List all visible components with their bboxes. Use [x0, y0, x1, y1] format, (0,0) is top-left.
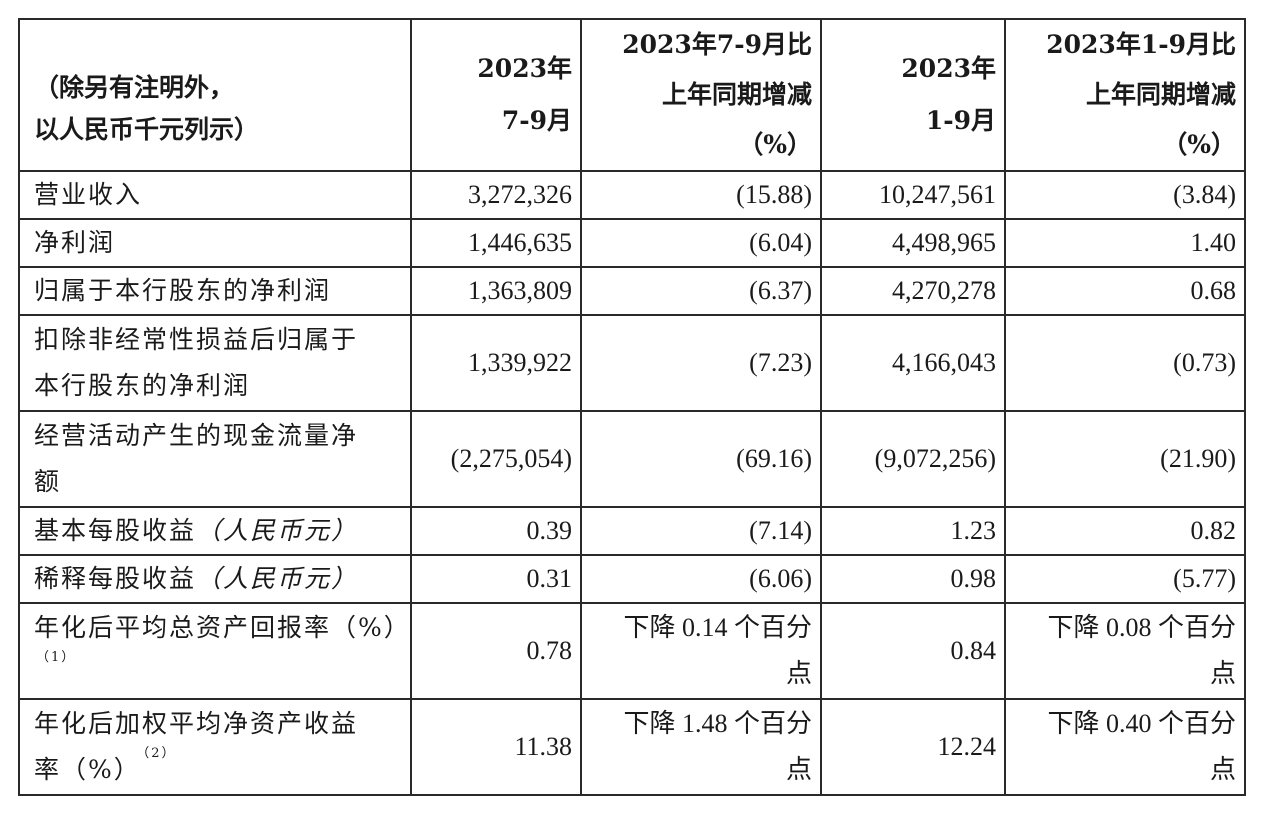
row-label-line2: 本行股东的净利润 [34, 371, 251, 400]
ytd-change: (5.77) [1004, 554, 1246, 604]
row-label-unit: （人民币元） [196, 516, 359, 545]
ytd-change: (3.84) [1004, 170, 1246, 220]
q3-value: 11.38 [410, 698, 582, 796]
table-row: 扣除非经常性损益后归属于 本行股东的净利润 1,339,922 (7.23) 4… [18, 314, 1246, 412]
footnote-marker: （2） [142, 746, 177, 761]
row-label: 年化后加权平均净资产收益 率（%）（2） [18, 698, 412, 796]
q3-change-line1: 下降 1.48 个百分 [623, 709, 812, 738]
header-ytd-change: 2023年1-9月比 上年同期增减 （%） [1004, 18, 1246, 172]
q3-value: 0.39 [410, 506, 582, 556]
header-q3-period: 7-9月 [501, 106, 572, 135]
header-ytd: 2023年 1-9月 [820, 18, 1006, 172]
ytd-value: 4,270,278 [820, 266, 1006, 316]
footnote-marker: （1） [36, 650, 77, 665]
q3-change: 下降 1.48 个百分 点 [580, 698, 822, 796]
row-label: 净利润 [18, 218, 412, 268]
financial-summary-table: （除另有注明外， 以人民币千元列示） 2023年 7-9月 2023年7-9月比… [18, 18, 1246, 796]
table-row: 稀释每股收益（人民币元） 0.31 (6.06) 0.98 (5.77) [18, 554, 1246, 604]
q3-value: 1,339,922 [410, 314, 582, 412]
row-label-line2: 额 [34, 467, 62, 496]
header-q3-change: 2023年7-9月比 上年同期增减 （%） [580, 18, 822, 172]
q3-change-line2: 点 [785, 755, 812, 784]
header-ytd-change-unit: （%） [1162, 130, 1236, 159]
row-label: 经营活动产生的现金流量净 额 [18, 410, 412, 508]
q3-value: 1,363,809 [410, 266, 582, 316]
q3-value: 3,272,326 [410, 170, 582, 220]
ytd-change-line2: 点 [1209, 755, 1236, 784]
row-label: 扣除非经常性损益后归属于 本行股东的净利润 [18, 314, 412, 412]
header-ytd-period: 1-9月 [925, 106, 996, 135]
ytd-change: 下降 0.08 个百分 点 [1004, 602, 1246, 700]
financial-table-container: （除另有注明外， 以人民币千元列示） 2023年 7-9月 2023年7-9月比… [18, 18, 1246, 796]
ytd-value: (9,072,256) [820, 410, 1006, 508]
q3-change: (7.23) [580, 314, 822, 412]
header-unit-note: （除另有注明外， 以人民币千元列示） [18, 18, 412, 172]
header-q3: 2023年 7-9月 [410, 18, 582, 172]
row-label-line1: 年化后平均总资产回报率（%） [34, 613, 411, 642]
ytd-change-line1: 下降 0.40 个百分 [1047, 709, 1236, 738]
table-row: 经营活动产生的现金流量净 额 (2,275,054) (69.16) (9,07… [18, 410, 1246, 508]
row-label-line1: 经营活动产生的现金流量净 [34, 421, 359, 450]
ytd-change: 0.82 [1004, 506, 1246, 556]
table-row: 基本每股收益（人民币元） 0.39 (7.14) 1.23 0.82 [18, 506, 1246, 556]
ytd-value: 12.24 [820, 698, 1006, 796]
ytd-change: (21.90) [1004, 410, 1246, 508]
row-label: 营业收入 [18, 170, 412, 220]
q3-change: (7.14) [580, 506, 822, 556]
row-label-text: 基本每股收益 [34, 516, 197, 545]
header-ytd-change-line1: 2023年1-9月比 [1046, 30, 1236, 59]
header-q3-year: 2023年 [477, 54, 572, 83]
table-row: 年化后加权平均净资产收益 率（%）（2） 11.38 下降 1.48 个百分 点… [18, 698, 1246, 796]
row-label-line1: 扣除非经常性损益后归属于 [34, 325, 359, 354]
ytd-value: 0.98 [820, 554, 1006, 604]
q3-value: 1,446,635 [410, 218, 582, 268]
q3-value: 0.31 [410, 554, 582, 604]
table-row: 净利润 1,446,635 (6.04) 4,498,965 1.40 [18, 218, 1246, 268]
ytd-change: 1.40 [1004, 218, 1246, 268]
ytd-value: 4,166,043 [820, 314, 1006, 412]
row-label-line2: 率（%） [34, 755, 141, 784]
ytd-change: 下降 0.40 个百分 点 [1004, 698, 1246, 796]
q3-change: (6.06) [580, 554, 822, 604]
header-q3-change-line1: 2023年7-9月比 [622, 30, 812, 59]
ytd-value: 10,247,561 [820, 170, 1006, 220]
ytd-value: 4,498,965 [820, 218, 1006, 268]
q3-change: (6.37) [580, 266, 822, 316]
header-unit-line1: （除另有注明外， [34, 73, 235, 102]
table-row: 归属于本行股东的净利润 1,363,809 (6.37) 4,270,278 0… [18, 266, 1246, 316]
table-row: 营业收入 3,272,326 (15.88) 10,247,561 (3.84) [18, 170, 1246, 220]
header-unit-line2: 以人民币千元列示） [34, 115, 260, 144]
row-label: 稀释每股收益（人民币元） [18, 554, 412, 604]
ytd-value: 0.84 [820, 602, 1006, 700]
header-q3-change-unit: （%） [738, 130, 812, 159]
row-label-text: 稀释每股收益 [34, 564, 197, 593]
q3-change: 下降 0.14 个百分 点 [580, 602, 822, 700]
row-label-unit: （人民币元） [196, 564, 359, 593]
ytd-change: (0.73) [1004, 314, 1246, 412]
header-ytd-year: 2023年 [901, 54, 996, 83]
ytd-change: 0.68 [1004, 266, 1246, 316]
ytd-change-line1: 下降 0.08 个百分 [1047, 613, 1236, 642]
ytd-value: 1.23 [820, 506, 1006, 556]
row-label-line1: 年化后加权平均净资产收益 [34, 709, 359, 738]
q3-change-line2: 点 [785, 659, 812, 688]
q3-change: (15.88) [580, 170, 822, 220]
header-q3-change-line2: 上年同期增减 [661, 80, 812, 109]
q3-change-line1: 下降 0.14 个百分 [623, 613, 812, 642]
row-label: 归属于本行股东的净利润 [18, 266, 412, 316]
q3-change: (69.16) [580, 410, 822, 508]
ytd-change-line2: 点 [1209, 659, 1236, 688]
q3-value: (2,275,054) [410, 410, 582, 508]
row-label: 基本每股收益（人民币元） [18, 506, 412, 556]
q3-value: 0.78 [410, 602, 582, 700]
header-ytd-change-line2: 上年同期增减 [1085, 80, 1236, 109]
row-label: 年化后平均总资产回报率（%） （1） [18, 602, 412, 700]
table-row: 年化后平均总资产回报率（%） （1） 0.78 下降 0.14 个百分 点 0.… [18, 602, 1246, 700]
table-header-row: （除另有注明外， 以人民币千元列示） 2023年 7-9月 2023年7-9月比… [18, 18, 1246, 172]
q3-change: (6.04) [580, 218, 822, 268]
